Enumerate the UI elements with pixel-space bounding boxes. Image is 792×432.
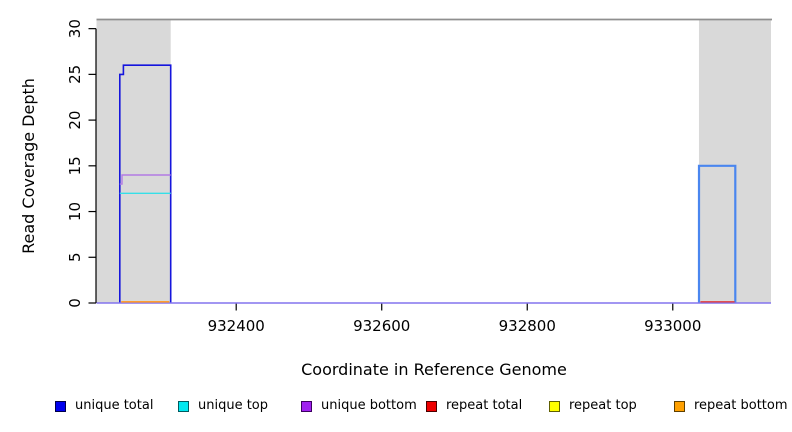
legend-item-unique-bottom: unique bottom (301, 397, 417, 415)
legend: unique total unique top unique bottom repea… (0, 394, 792, 424)
y-tick-label: 20 (66, 111, 84, 130)
series-unique-bottom (119, 174, 171, 185)
y-axis-title: Read Coverage Depth (19, 78, 38, 254)
x-tick-label: 932800 (499, 317, 556, 335)
legend-swatch-icon (301, 400, 312, 412)
legend-item-repeat-bottom: repeat bottom (674, 397, 788, 415)
x-axis-title: Coordinate in Reference Genome (301, 360, 567, 379)
legend-label: unique total (75, 398, 154, 413)
x-tick-label: 932400 (208, 317, 265, 335)
series-unique-total (119, 64, 172, 303)
legend-label: unique top (198, 398, 269, 413)
x-tick-label: 932600 (353, 317, 410, 335)
legend-swatch-icon (674, 400, 685, 412)
y-tick-label: 5 (66, 253, 84, 263)
y-tick-label: 15 (66, 156, 84, 175)
legend-swatch-icon (178, 400, 189, 412)
legend-item-repeat-top: repeat top (549, 397, 637, 415)
legend-item-unique-top: unique top (178, 397, 268, 415)
y-tick-label: 30 (66, 19, 84, 38)
legend-item-repeat-total: repeat total (426, 397, 522, 415)
series-unique-total (697, 164, 737, 303)
plot-svg: 0 5 10 15 20 25 30 932400 932600 932800 933000 Rea… (19, 18, 772, 379)
axes: 0 5 10 15 20 25 30 932400 932600 932800 933000 (66, 19, 701, 335)
coverage-series (96, 64, 771, 304)
legend-swatch-icon (55, 400, 66, 412)
masked-regions (96, 18, 772, 303)
y-tick-label: 0 (66, 298, 84, 308)
legend-label: repeat bottom (694, 398, 788, 413)
legend-swatch-icon (549, 400, 560, 412)
legend-label: repeat top (569, 398, 637, 413)
y-tick-label: 25 (66, 65, 84, 84)
legend-label: unique bottom (321, 398, 417, 413)
legend-swatch-icon (426, 400, 437, 412)
legend-item-unique-total: unique total (55, 397, 153, 415)
x-tick-label: 933000 (644, 317, 701, 335)
legend-label: repeat total (446, 398, 523, 413)
masked-region (96, 19, 171, 303)
y-tick-label: 10 (66, 202, 84, 221)
